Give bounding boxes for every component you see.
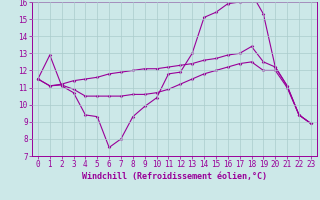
X-axis label: Windchill (Refroidissement éolien,°C): Windchill (Refroidissement éolien,°C) [82,172,267,181]
